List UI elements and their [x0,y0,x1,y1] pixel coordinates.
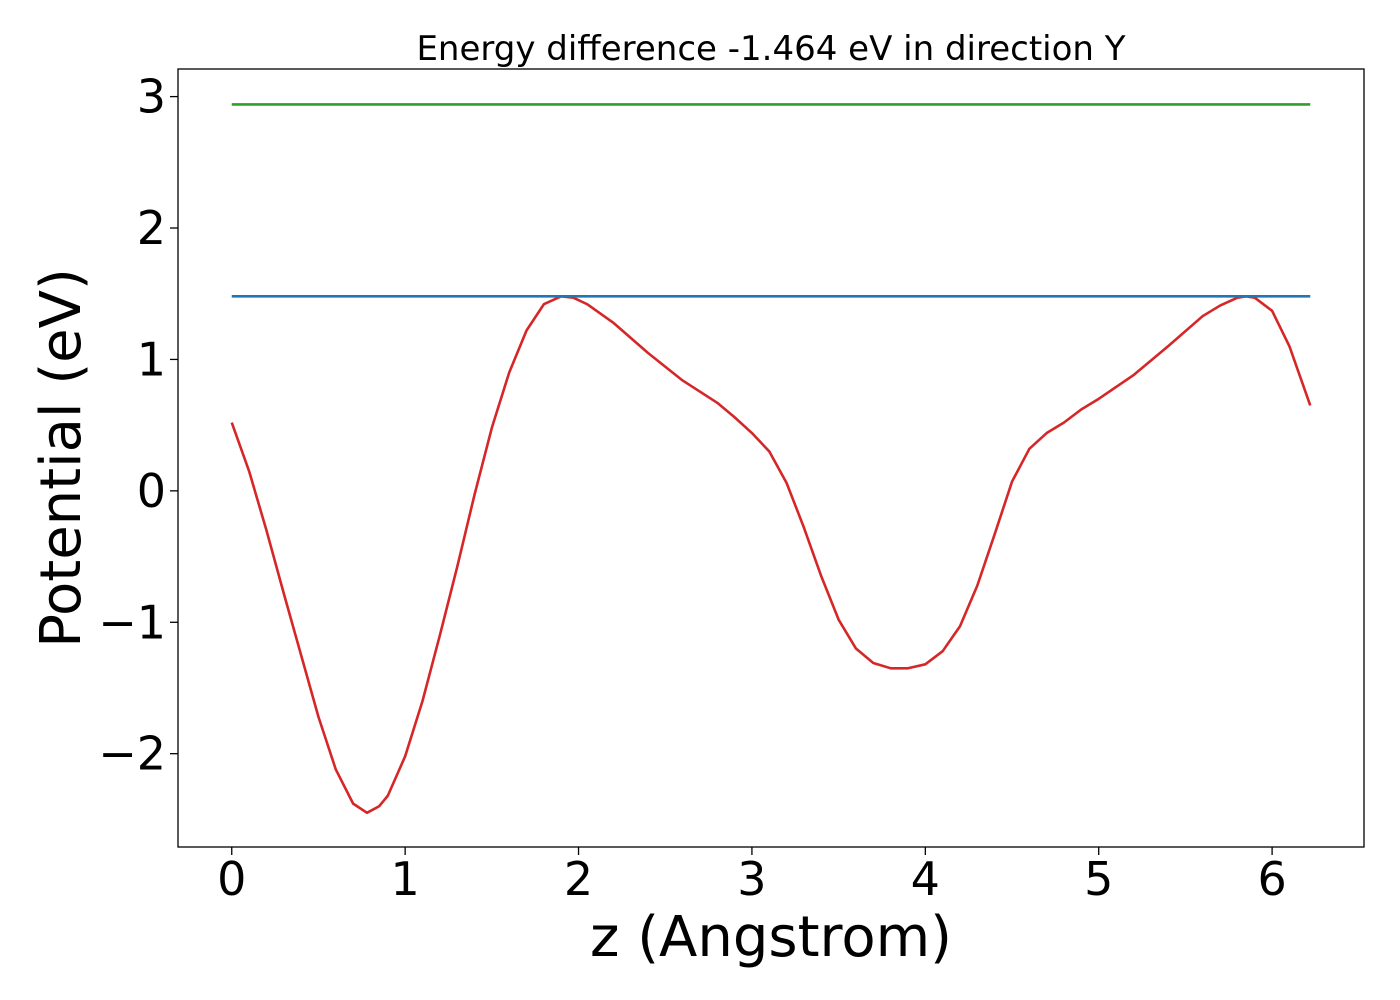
x-tick-label: 0 [217,852,246,906]
chart-title: Energy difference -1.464 eV in direction… [416,29,1125,69]
y-tick-label: 3 [137,70,166,124]
x-axis-ticks: 0 1 2 3 4 5 6 [217,847,1287,906]
y-tick-label: 2 [137,201,166,255]
y-tick-label: 0 [137,464,166,518]
x-tick-label: 4 [911,852,940,906]
x-tick-label: 6 [1257,852,1286,906]
y-tick-label: −1 [98,595,166,649]
y-axis-ticks: −2 −1 0 1 2 3 [98,70,178,781]
x-tick-label: 3 [737,852,766,906]
x-tick-label: 5 [1084,852,1113,906]
series-layer [230,103,1312,815]
x-tick-label: 1 [391,852,420,906]
series-line-0 [230,295,1312,815]
x-tick-label: 2 [564,852,593,906]
y-axis-label: Potential (eV) [29,268,94,648]
x-axis-label: z (Angstrom) [590,905,952,970]
y-tick-label: 1 [137,332,166,386]
y-tick-label: −2 [98,727,166,781]
plot-area-frame [177,68,1365,848]
